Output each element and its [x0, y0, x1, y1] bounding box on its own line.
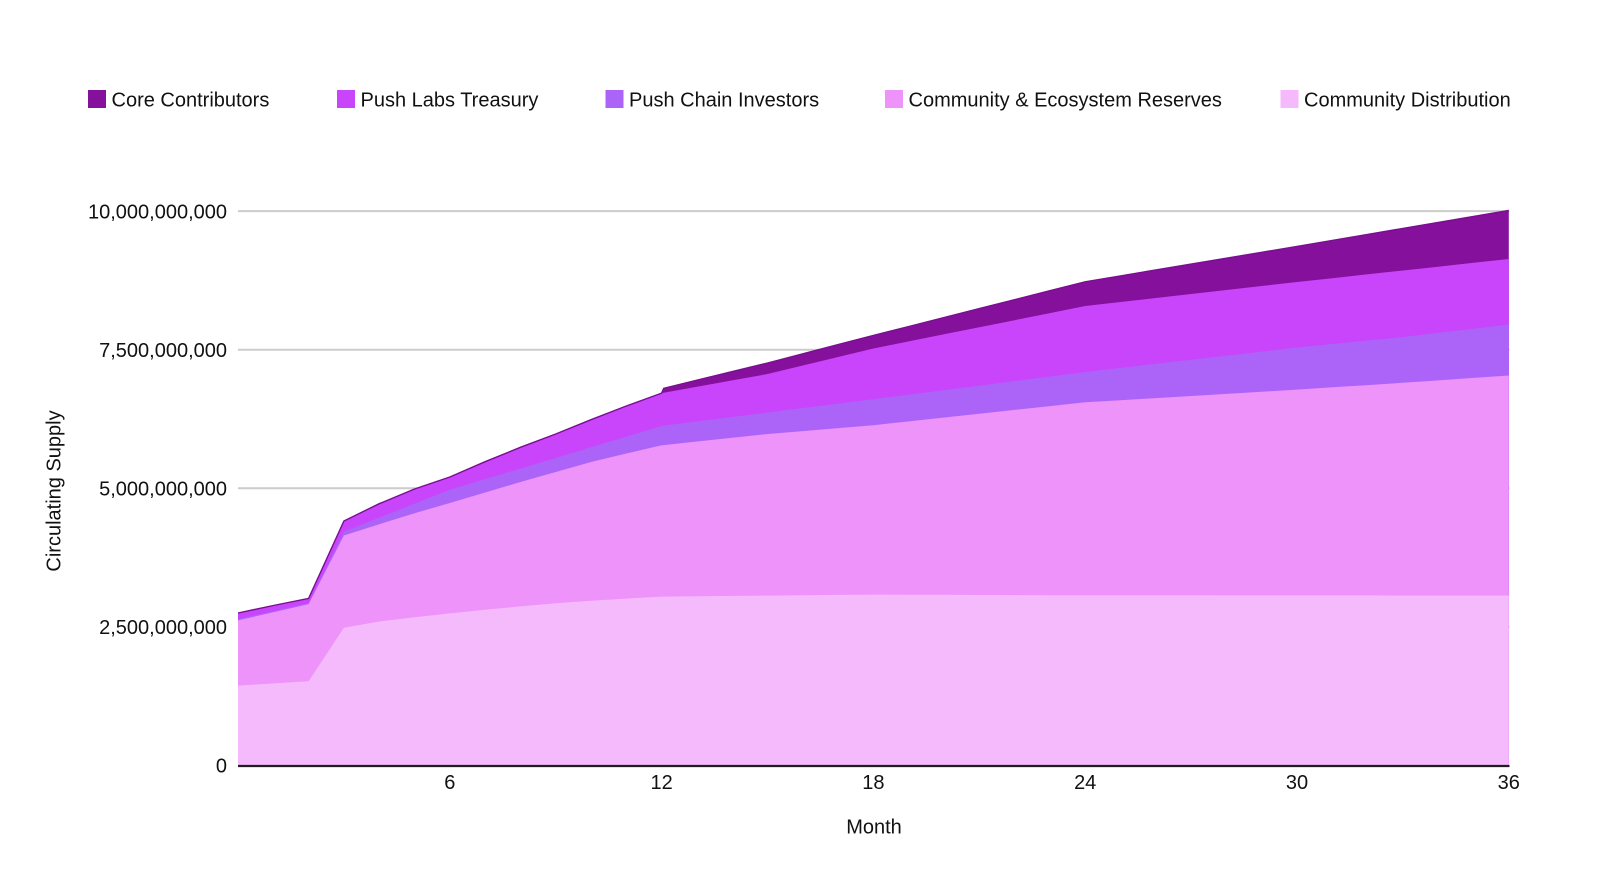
svg-text:Month: Month: [846, 817, 902, 839]
svg-text:Push Labs Treasury: Push Labs Treasury: [361, 89, 539, 111]
svg-text:Community & Ecosystem Reserves: Community & Ecosystem Reserves: [909, 89, 1222, 111]
svg-text:24: 24: [1074, 772, 1096, 794]
svg-text:6: 6: [444, 772, 455, 794]
svg-text:0: 0: [216, 756, 227, 778]
svg-text:18: 18: [862, 772, 884, 794]
svg-text:Community Distribution: Community Distribution: [1304, 89, 1511, 111]
svg-text:Circulating Supply: Circulating Supply: [44, 410, 66, 571]
svg-text:12: 12: [650, 772, 672, 794]
svg-text:7,500,000,000: 7,500,000,000: [99, 340, 227, 362]
svg-text:Push Chain Investors: Push Chain Investors: [629, 89, 819, 111]
svg-text:Core Contributors: Core Contributors: [112, 89, 270, 111]
svg-text:2,500,000,000: 2,500,000,000: [99, 617, 227, 639]
svg-text:10,000,000,000: 10,000,000,000: [88, 201, 227, 223]
svg-text:36: 36: [1498, 772, 1520, 794]
svg-text:5,000,000,000: 5,000,000,000: [99, 479, 227, 501]
svg-text:30: 30: [1286, 772, 1308, 794]
